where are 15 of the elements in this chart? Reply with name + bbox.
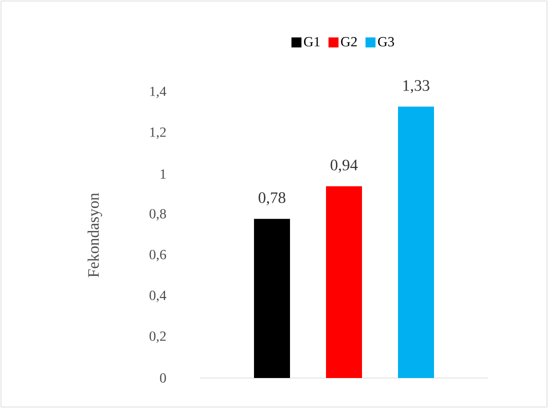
y-tick-label: 0,2 [150,331,166,343]
y-tick-label: 0,4 [150,290,166,302]
legend-label: G1 [304,37,320,46]
y-tick-label: 1 [160,169,166,179]
legend-label: G3 [378,37,394,46]
data-label: 0,94 [330,160,358,173]
y-tick-label: 0,6 [150,250,166,262]
y-axis-title: Fekondasyon [88,192,102,278]
y-tick-label: 1,2 [150,128,166,139]
y-tick-label: 0,8 [150,209,166,221]
y-tick-label: 0 [160,373,166,383]
data-label: 0,78 [258,192,286,206]
data-label: 1,33 [403,80,430,94]
y-tick-label: 1,4 [150,86,166,98]
legend-label: G2 [341,37,357,46]
